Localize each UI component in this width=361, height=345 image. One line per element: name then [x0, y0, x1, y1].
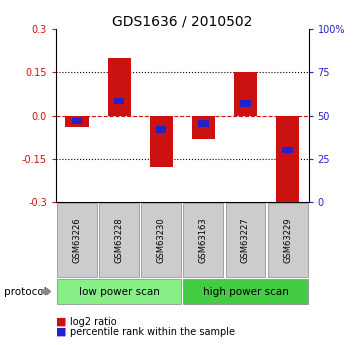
Text: ■: ■: [56, 317, 66, 326]
Bar: [192, 116, 215, 139]
Text: high power scan: high power scan: [203, 287, 288, 296]
Bar: [114, 98, 124, 104]
Bar: [234, 72, 257, 116]
Bar: [276, 116, 299, 202]
Text: GSM63163: GSM63163: [199, 217, 208, 263]
Text: percentile rank within the sample: percentile rank within the sample: [70, 327, 235, 337]
Bar: [108, 58, 131, 116]
Bar: [198, 120, 209, 127]
Bar: [282, 147, 293, 153]
Text: low power scan: low power scan: [79, 287, 160, 296]
Bar: [156, 126, 166, 132]
Text: GSM63230: GSM63230: [157, 217, 166, 263]
Text: ■: ■: [56, 327, 66, 337]
Bar: [240, 100, 251, 107]
Text: GSM63226: GSM63226: [73, 217, 82, 263]
Text: GSM63227: GSM63227: [241, 217, 250, 263]
Text: GSM63228: GSM63228: [115, 217, 123, 263]
Bar: [65, 116, 88, 127]
Bar: [72, 118, 82, 124]
Bar: [150, 116, 173, 167]
Text: GSM63229: GSM63229: [283, 217, 292, 263]
Title: GDS1636 / 2010502: GDS1636 / 2010502: [112, 14, 252, 28]
Text: log2 ratio: log2 ratio: [70, 317, 117, 326]
Text: protocol: protocol: [4, 287, 46, 296]
